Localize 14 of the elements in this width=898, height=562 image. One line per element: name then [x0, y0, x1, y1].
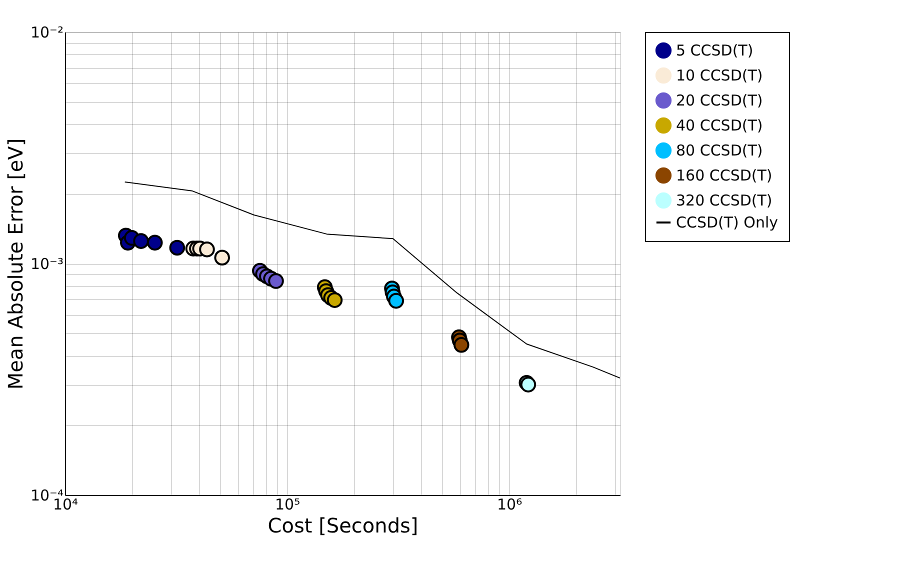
legend-label: 40 CCSD(T)	[676, 116, 763, 134]
legend-label: 160 CCSD(T)	[676, 166, 772, 184]
legend-label: 20 CCSD(T)	[676, 92, 763, 110]
x-axis-title: Cost [Seconds]	[268, 514, 418, 538]
legend-label: 5 CCSD(T)	[676, 42, 754, 60]
legend-label: 320 CCSD(T)	[676, 192, 772, 210]
legend-label: 80 CCSD(T)	[676, 142, 763, 160]
y-tick-label: 10⁻³	[30, 255, 64, 273]
legend-label: 10 CCSD(T)	[676, 66, 763, 84]
y-tick-label: 10⁻²	[30, 24, 64, 42]
y-axis-title: Mean Absolute Error [eV]	[3, 138, 28, 390]
legend-label: CCSD(T) Only	[676, 214, 778, 232]
x-tick-label: 10⁵	[274, 496, 300, 514]
x-tick-label: 10⁶	[497, 496, 522, 514]
